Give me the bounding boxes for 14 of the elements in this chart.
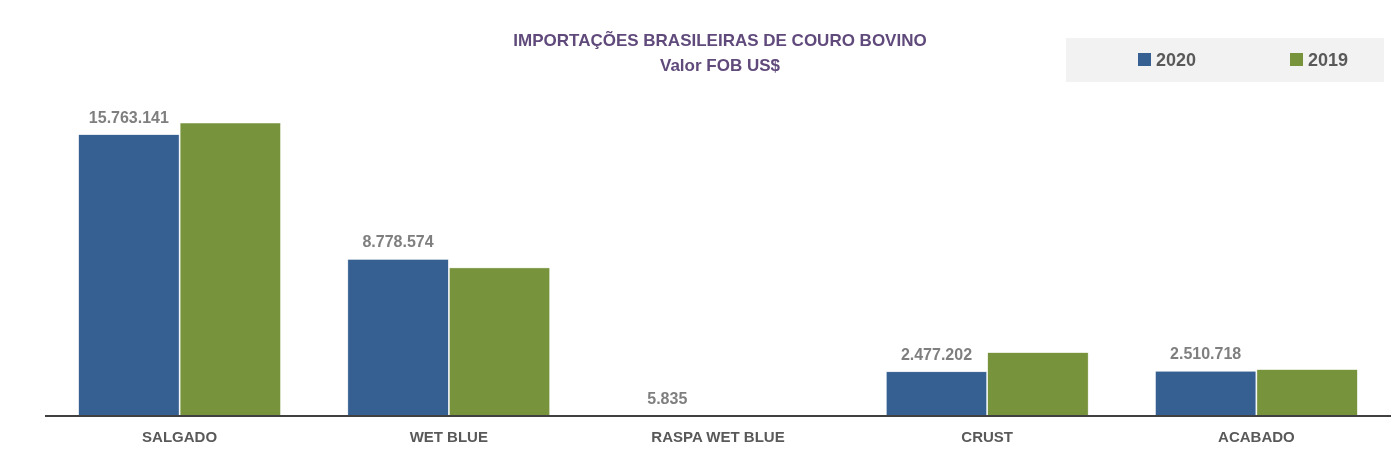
x-tick-label: ACABADO: [1218, 428, 1296, 445]
data-label: 15.763.141: [88, 108, 170, 126]
chart-title: IMPORTAÇÕES BRASILEIRAS DE COURO BOVINO: [513, 30, 927, 50]
data-label: 5.835: [647, 389, 688, 407]
data-label: 2.510.718: [1170, 345, 1242, 363]
x-tick-label: CRUST: [961, 428, 1014, 445]
x-tick-label: SALGADO: [142, 428, 218, 445]
legend-label: 2019: [1308, 50, 1349, 70]
legend-label: 2020: [1156, 50, 1197, 70]
data-label: 8.778.574: [362, 233, 434, 251]
data-label: 2.477.202: [900, 345, 973, 363]
x-tick-label: WET BLUE: [409, 428, 488, 445]
chart-subtitle: Valor FOB US$: [660, 56, 781, 75]
x-tick-label: RASPA WET BLUE: [651, 428, 785, 445]
